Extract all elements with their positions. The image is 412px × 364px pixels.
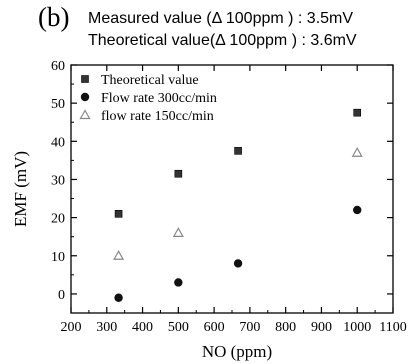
theoretical-value-note: Theoretical value(Δ 100ppm ) : 3.6mV bbox=[88, 32, 357, 49]
x-tick-label: 500 bbox=[168, 320, 189, 335]
x-tick-label: 400 bbox=[132, 320, 153, 335]
data-point-circle bbox=[174, 278, 183, 287]
data-point-triangle bbox=[172, 227, 184, 237]
legend-label: flow rate 150cc/min bbox=[101, 109, 214, 124]
y-tick-label: 20 bbox=[51, 212, 65, 227]
legend-marker-triangle bbox=[79, 109, 91, 120]
panel-label: (b) bbox=[38, 2, 70, 32]
x-tick-label: 600 bbox=[204, 320, 225, 335]
x-tick-label: 1100 bbox=[379, 320, 406, 335]
data-point-circle bbox=[233, 259, 243, 268]
plot-layer: 200 300 400 500 600 700 800 900 1000 1100 0 10 20 30 4… bbox=[51, 59, 407, 335]
data-point-circle bbox=[114, 293, 123, 302]
data-point-triangle bbox=[351, 147, 363, 157]
data-point-triangle bbox=[113, 250, 125, 260]
y-axis-title: EMF (mV) bbox=[11, 151, 30, 227]
x-tick-label: 800 bbox=[275, 320, 296, 335]
legend-marker-circle bbox=[80, 92, 90, 102]
x-tick-label: 700 bbox=[239, 320, 260, 335]
data-point-square bbox=[174, 169, 183, 178]
x-tick-label: 900 bbox=[311, 320, 332, 335]
legend-label: Theoretical value bbox=[101, 73, 199, 88]
x-tick-label: 1000 bbox=[343, 320, 371, 335]
legend-marker-square bbox=[81, 75, 89, 83]
x-tick-label: 200 bbox=[61, 320, 82, 335]
y-tick-label: 30 bbox=[51, 173, 65, 188]
y-tick-label: 40 bbox=[51, 135, 65, 150]
x-tick-label: 300 bbox=[96, 320, 117, 335]
data-point-square bbox=[114, 210, 123, 218]
y-tick-label: 50 bbox=[51, 97, 65, 112]
y-tick-label: 0 bbox=[58, 288, 65, 303]
y-tick-label: 60 bbox=[51, 59, 65, 74]
data-point-square bbox=[353, 108, 362, 117]
legend-label: Flow rate 300cc/min bbox=[101, 91, 217, 106]
measured-value-note: Measured value (Δ 100ppm ) : 3.5mV bbox=[88, 10, 354, 27]
x-axis-title: NO (ppm) bbox=[202, 342, 272, 361]
y-tick-label: 10 bbox=[51, 250, 65, 265]
data-point-square bbox=[234, 147, 242, 155]
data-point-circle bbox=[353, 205, 362, 215]
